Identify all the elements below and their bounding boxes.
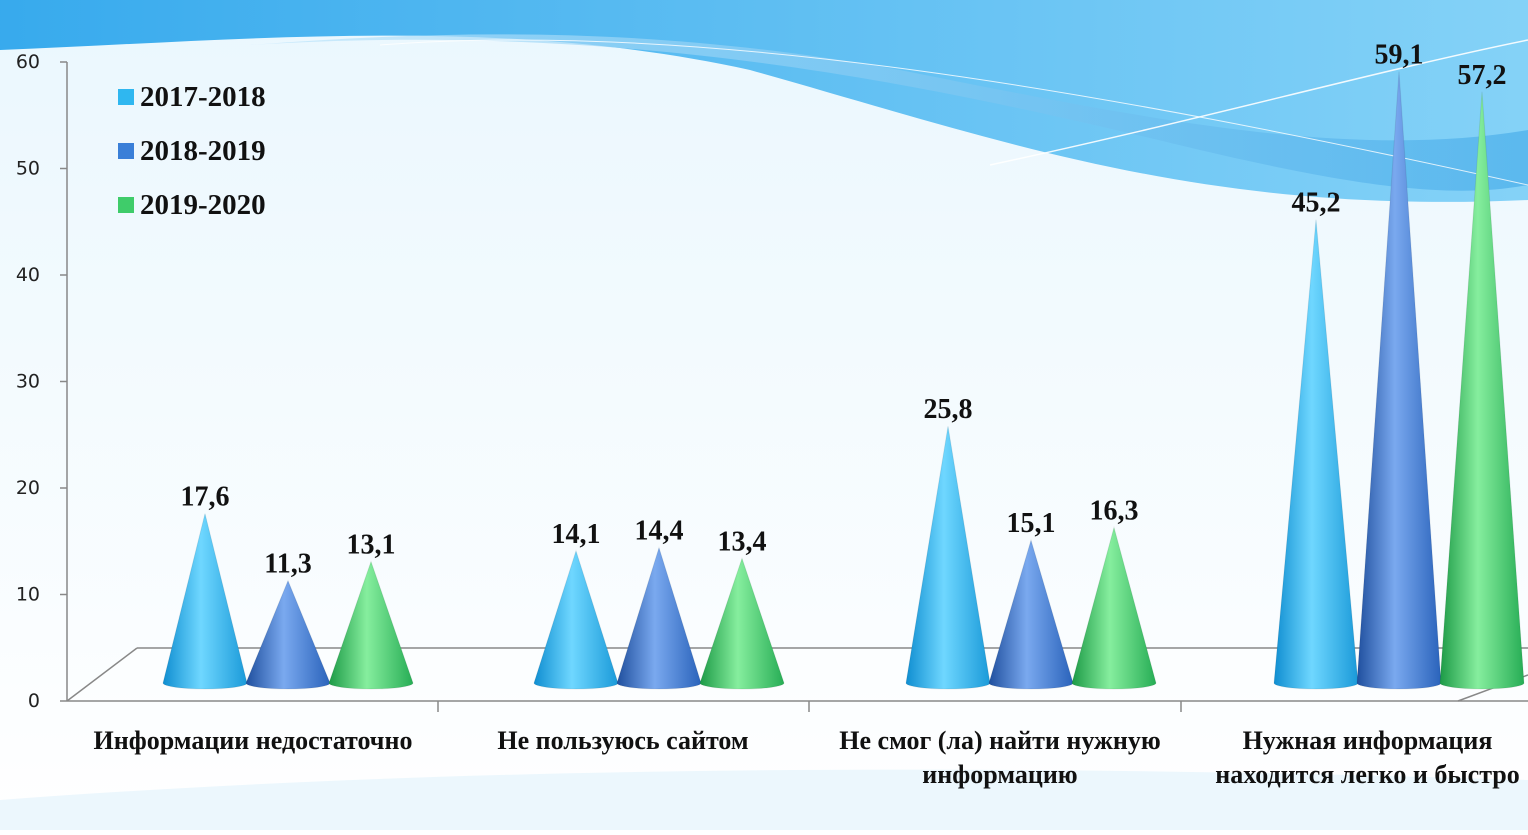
cone-bar xyxy=(1273,219,1359,690)
data-label: 17,6 xyxy=(181,482,230,513)
legend-label: 2017-2018 xyxy=(140,80,266,113)
legend-label: 2019-2020 xyxy=(140,188,266,221)
legend-swatch xyxy=(118,197,134,213)
cone-bar xyxy=(905,426,991,690)
y-tick-label: 10 xyxy=(16,584,40,606)
background-wave-mid xyxy=(250,34,1528,191)
legend: 2017-2018 2018-2019 2019-2020 xyxy=(118,70,266,232)
y-tick-label: 60 xyxy=(16,51,40,73)
data-label: 13,1 xyxy=(347,529,396,560)
cone-bar xyxy=(1071,525,1157,690)
data-label: 16,3 xyxy=(1090,495,1139,526)
y-tick-label: 30 xyxy=(16,371,40,393)
y-tick-label: 50 xyxy=(16,158,40,180)
y-tick-label: 0 xyxy=(28,690,40,712)
background-swoosh-line xyxy=(379,39,1528,186)
cone-bar xyxy=(328,559,414,690)
data-label: 59,1 xyxy=(1375,40,1424,71)
background-wave-top xyxy=(0,0,1528,202)
legend-item: 2019-2020 xyxy=(118,178,266,232)
cone-bar xyxy=(162,513,248,690)
data-label: 13,4 xyxy=(718,526,767,557)
cone-bar xyxy=(616,545,702,690)
data-label: 45,2 xyxy=(1292,188,1341,219)
legend-item: 2017-2018 xyxy=(118,70,266,124)
cone-bar xyxy=(533,549,619,690)
legend-label: 2018-2019 xyxy=(140,134,266,167)
background-swoosh-line xyxy=(989,39,1528,166)
y-tick-label: 20 xyxy=(16,477,40,499)
data-label: 14,1 xyxy=(552,519,601,550)
data-label: 25,8 xyxy=(924,394,973,425)
chart-floor xyxy=(67,648,1528,701)
cone-bar xyxy=(699,556,785,690)
background-wave-bottom xyxy=(0,769,1528,830)
legend-swatch xyxy=(118,143,134,159)
cone-bar xyxy=(245,579,331,690)
data-label: 11,3 xyxy=(264,549,311,580)
category-label: Не пользуюсь сайтом xyxy=(497,726,749,755)
data-label: 57,2 xyxy=(1458,60,1507,91)
cone-bar xyxy=(1439,91,1525,690)
legend-swatch xyxy=(118,89,134,105)
y-tick-label: 40 xyxy=(16,264,40,286)
floor-side-edge xyxy=(66,647,138,702)
data-label: 14,4 xyxy=(635,516,684,547)
cone-bar xyxy=(988,538,1074,690)
category-label: Информации недостаточно xyxy=(93,726,413,755)
cone-bar xyxy=(1356,71,1442,690)
data-label: 15,1 xyxy=(1007,508,1056,539)
category-label: Нужная информация находится легко и быст… xyxy=(1215,726,1520,789)
category-label: Не смог (ла) найти нужную информацию xyxy=(839,726,1161,789)
legend-item: 2018-2019 xyxy=(118,124,266,178)
